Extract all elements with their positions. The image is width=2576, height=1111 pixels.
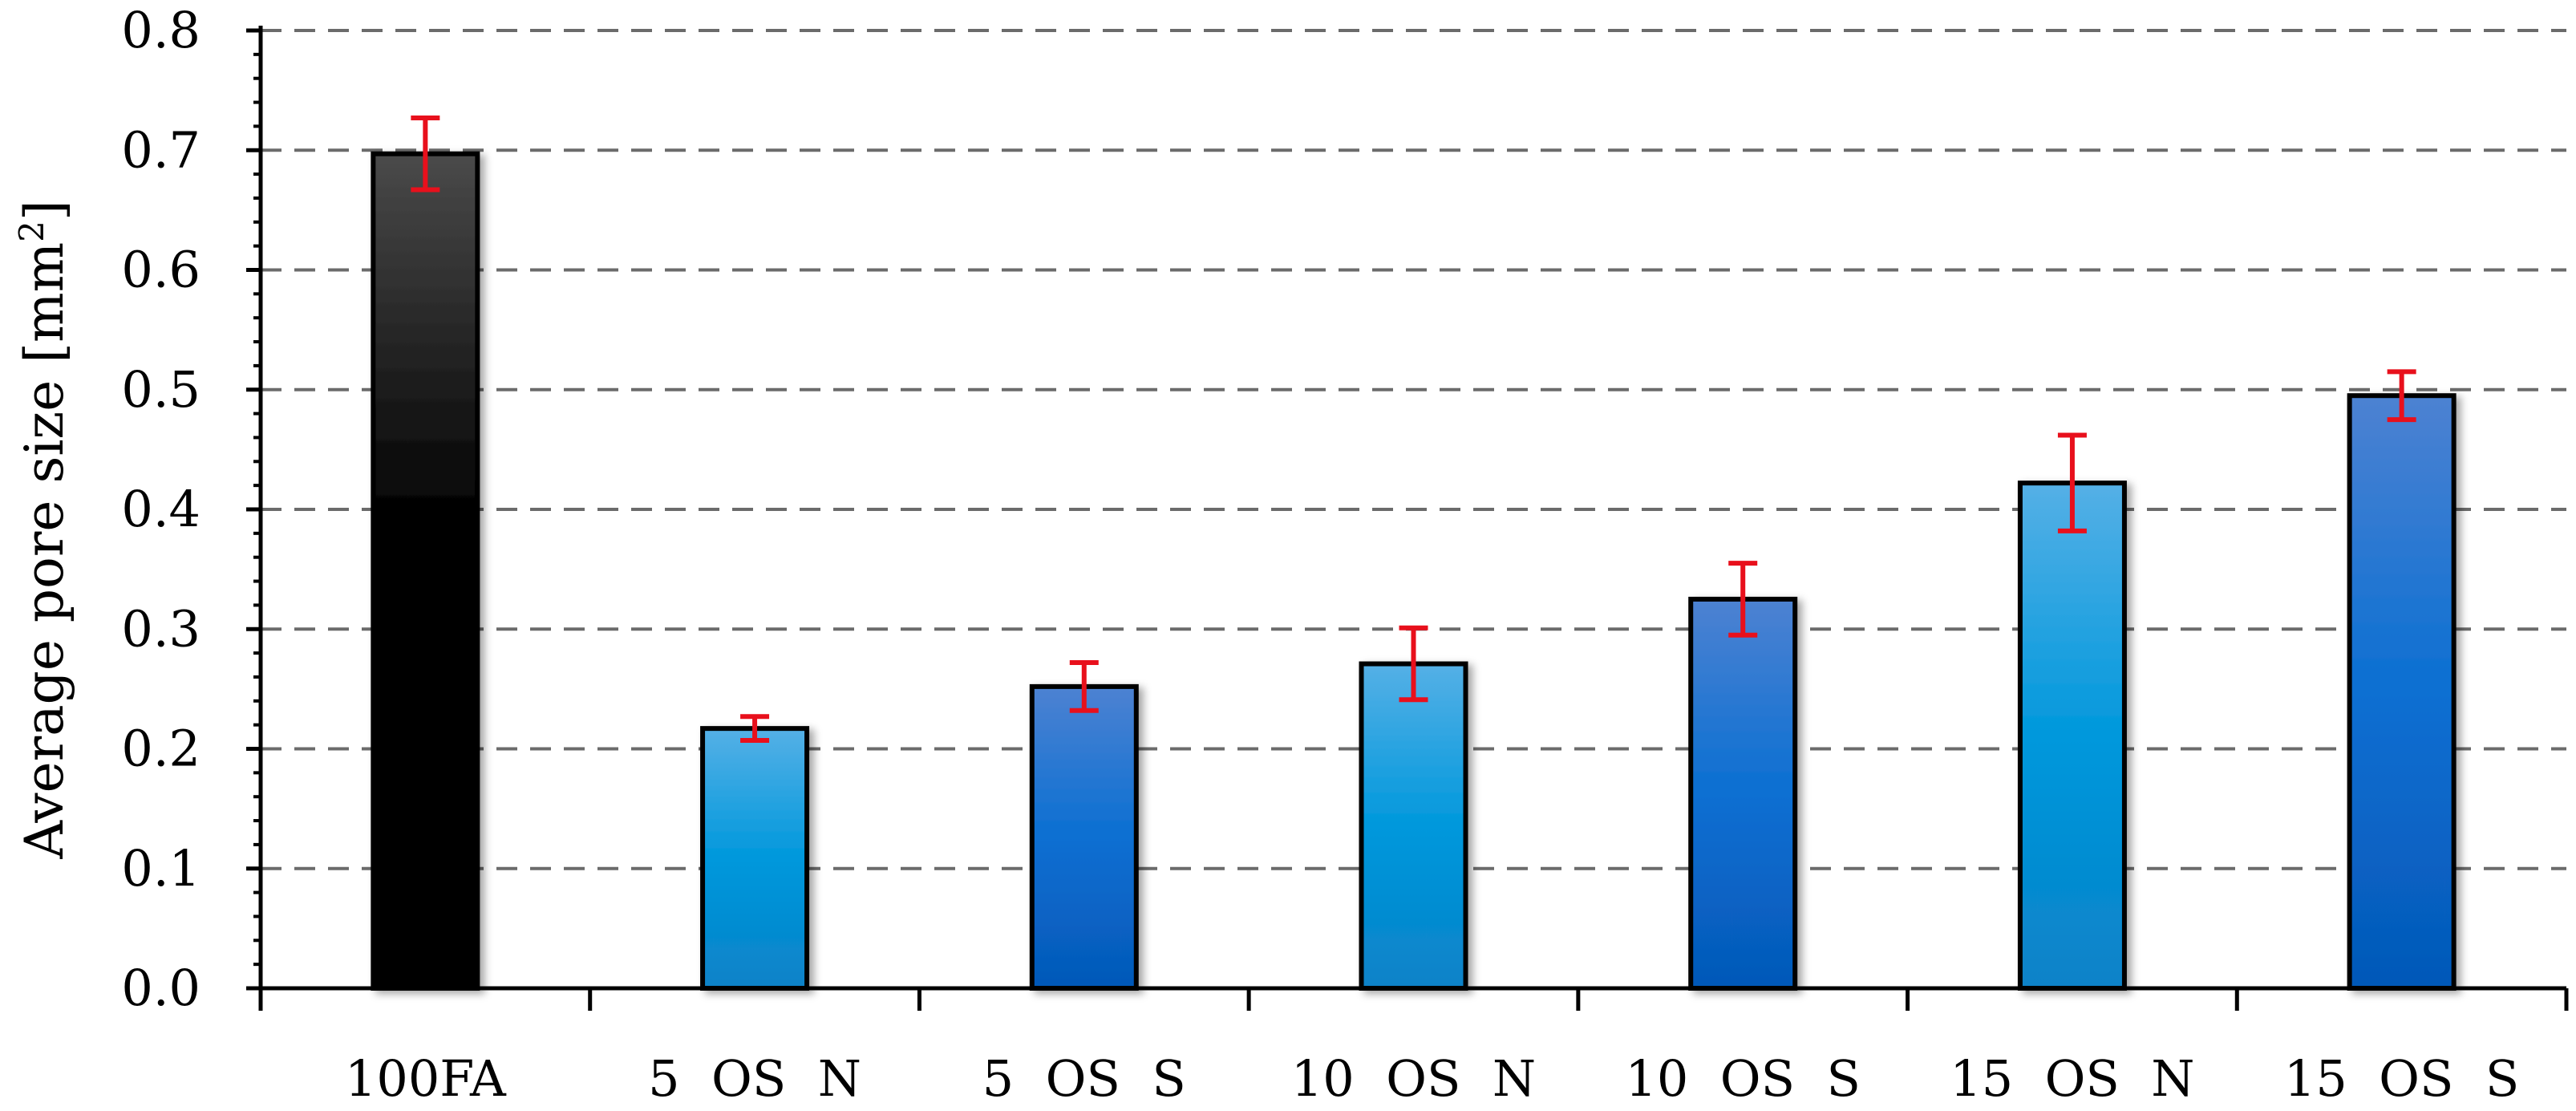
x-category-label: 10 OS N (1291, 1049, 1536, 1108)
x-category-label: 10 OS S (1625, 1049, 1861, 1108)
y-tick-label: 0.0 (121, 959, 200, 1017)
y-tick-label: 0.8 (121, 1, 200, 59)
bar (2017, 480, 2127, 991)
error-bar (1069, 660, 1099, 713)
y-tick-label: 0.7 (121, 120, 200, 179)
error-bar (2387, 369, 2416, 423)
y-axis-title: Average pore size [mm2] (12, 200, 75, 859)
error-bar (1399, 625, 1428, 703)
x-category-label: 100FA (345, 1049, 507, 1108)
bar (700, 726, 810, 991)
y-tick-label: 0.5 (121, 360, 200, 419)
x-category-label: 15 OS N (1950, 1049, 2194, 1108)
error-bars (411, 115, 2416, 744)
bar (2347, 393, 2457, 991)
axes (246, 26, 2569, 1011)
x-category-labels: 100FA 5 OS N 5 OS S 10 OS N 10 OS S 15 OS N 15… (345, 1049, 2519, 1108)
y-tick-label: 0.3 (121, 599, 200, 658)
y-tick-label: 0.4 (121, 480, 200, 538)
y-tick-label: 0.6 (121, 241, 200, 299)
x-category-label: 5 OS N (648, 1049, 861, 1108)
bar (1688, 596, 1798, 991)
bar (1029, 683, 1139, 991)
error-bar (411, 115, 440, 193)
error-bar (2057, 432, 2087, 533)
bar (371, 151, 480, 991)
error-bar (740, 714, 770, 744)
y-tick-label: 0.2 (121, 720, 200, 778)
error-bar (1728, 561, 1758, 638)
x-category-label: 15 OS S (2284, 1049, 2520, 1108)
bars (371, 151, 2457, 991)
y-tick-label: 0.1 (121, 839, 200, 898)
y-tick-labels: 0.0 0.1 0.2 0.3 0.4 0.5 0.6 0.7 0.8 (121, 1, 200, 1017)
x-category-label: 5 OS S (982, 1049, 1186, 1108)
bar (1359, 661, 1468, 991)
